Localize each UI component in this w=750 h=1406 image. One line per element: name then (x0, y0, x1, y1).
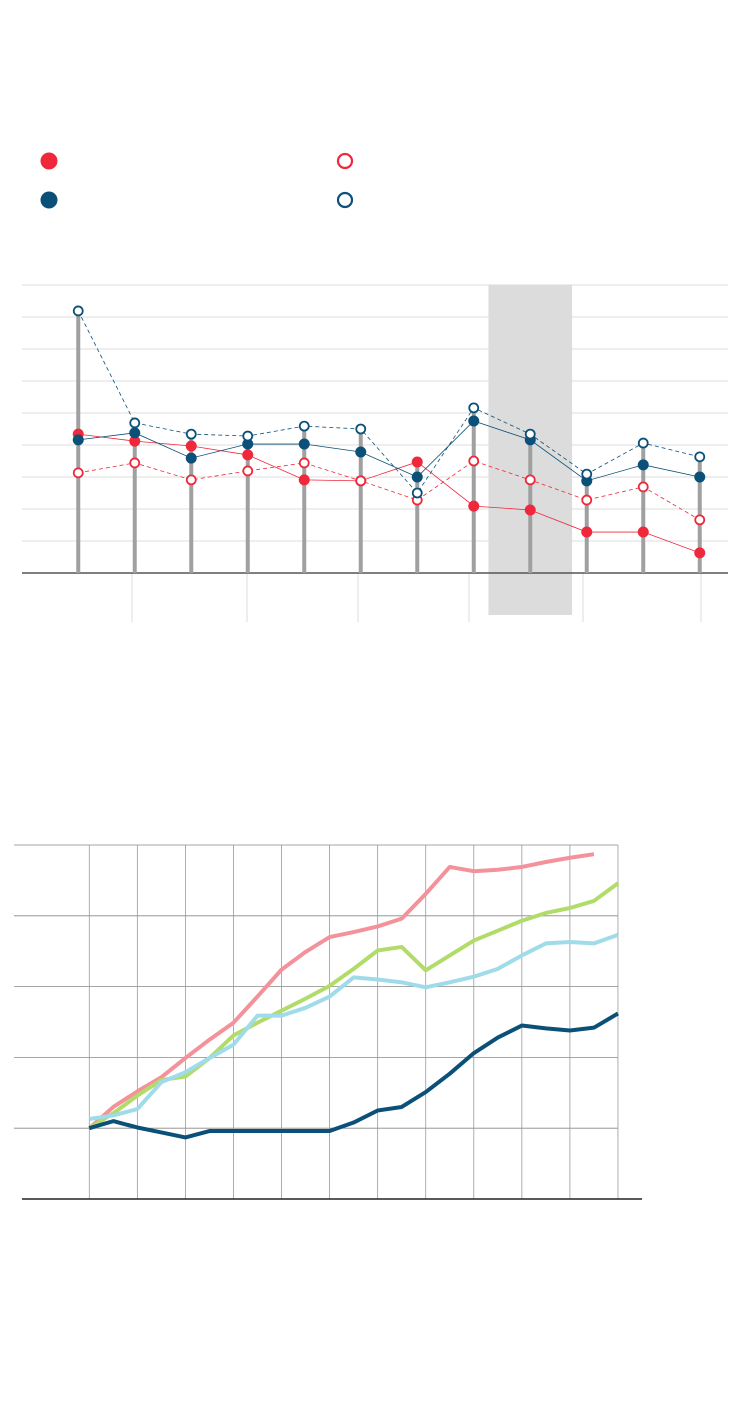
dot (129, 457, 141, 469)
dot (524, 474, 536, 486)
legend-marker (40, 152, 58, 170)
dot (298, 438, 310, 450)
dot (355, 446, 367, 458)
dot (72, 467, 84, 479)
dot (694, 514, 706, 526)
dot (468, 455, 480, 467)
dot (637, 526, 649, 538)
dot (694, 471, 706, 483)
series-line (77, 310, 700, 494)
dot (298, 474, 310, 486)
series-line (78, 460, 700, 521)
legend-marker (336, 152, 354, 170)
dot (637, 459, 649, 471)
dot (129, 427, 141, 439)
dot (468, 415, 480, 427)
dot (581, 494, 593, 506)
dot (637, 437, 649, 449)
dot (524, 504, 536, 516)
series-line (78, 420, 700, 482)
dot (694, 451, 706, 463)
series-line (88, 933, 619, 1121)
dot (355, 423, 367, 435)
dot (468, 500, 480, 512)
dot (411, 487, 423, 499)
dot (242, 449, 254, 461)
dot (242, 430, 254, 442)
dot (355, 475, 367, 487)
dot (129, 435, 141, 447)
dot (694, 547, 706, 559)
dot (185, 474, 197, 486)
dot (637, 481, 649, 493)
dot (411, 456, 423, 468)
dot (411, 471, 423, 483)
dot (581, 526, 593, 538)
dot (468, 402, 480, 414)
dot (185, 428, 197, 440)
dot (185, 452, 197, 464)
dot (185, 440, 197, 452)
dot (298, 420, 310, 432)
series-line (87, 852, 595, 1130)
legend-marker (40, 191, 58, 209)
dot (298, 457, 310, 469)
group-separators (131, 573, 702, 622)
series-line (78, 433, 700, 554)
dot (72, 434, 84, 446)
series-line (88, 881, 620, 1130)
series-line (88, 1011, 619, 1140)
dot (129, 417, 141, 429)
dot (581, 468, 593, 480)
dot (242, 465, 254, 477)
dot (72, 305, 84, 317)
legend-marker (336, 191, 354, 209)
dot (524, 428, 536, 440)
dot (242, 438, 254, 450)
